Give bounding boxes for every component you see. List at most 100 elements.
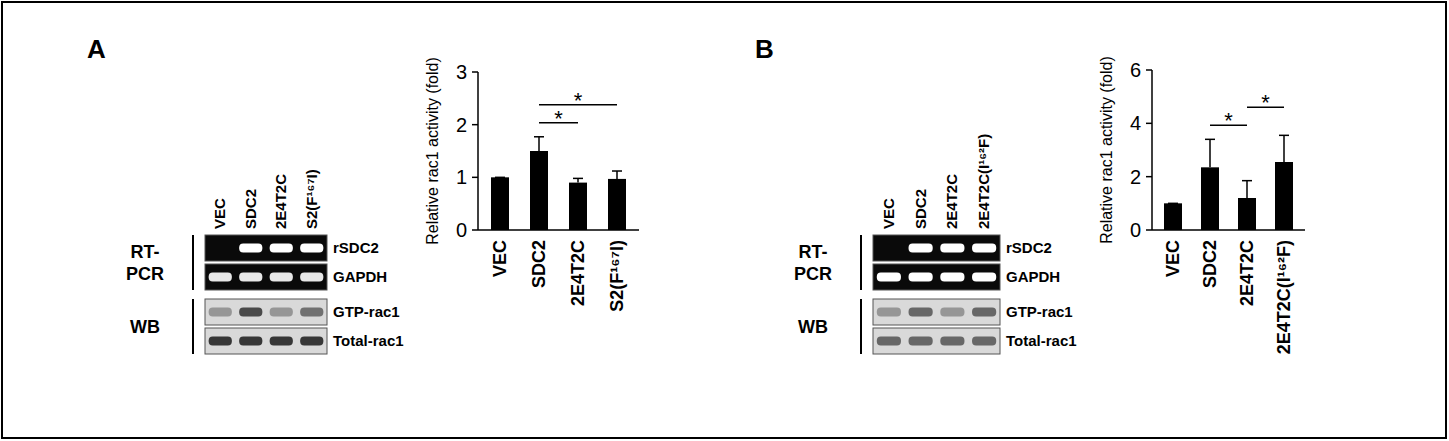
gel-strip bbox=[205, 328, 327, 354]
y-tick-label: 1 bbox=[456, 166, 467, 188]
figure: AVECSDC22E4T2CS2(F¹⁶⁷I)rSDC2GAPDHRT-PCRG… bbox=[0, 0, 1449, 441]
category-label: 2E4T2C bbox=[568, 240, 588, 306]
band bbox=[972, 244, 996, 253]
row-label: Total-rac1 bbox=[1006, 332, 1077, 349]
error-bar bbox=[1279, 135, 1289, 162]
row-label: GAPDH bbox=[1006, 268, 1060, 285]
y-tick-label: 2 bbox=[456, 114, 467, 136]
error-cap bbox=[573, 178, 583, 180]
bar bbox=[1201, 167, 1219, 230]
row-label: GTP-rac1 bbox=[333, 303, 400, 320]
band bbox=[270, 337, 293, 346]
panel-letter: B bbox=[755, 34, 774, 64]
y-axis-label: Relative rac1 activity (fold) bbox=[424, 57, 441, 245]
bar bbox=[608, 179, 626, 230]
group-label: WB bbox=[798, 317, 828, 337]
lane-label: SDC2 bbox=[912, 189, 929, 229]
band bbox=[972, 337, 996, 346]
y-axis bbox=[477, 72, 479, 230]
band bbox=[909, 244, 933, 253]
y-tick bbox=[1146, 123, 1152, 125]
band bbox=[909, 337, 933, 346]
x-axis bbox=[478, 229, 639, 231]
band bbox=[877, 337, 901, 346]
bar bbox=[1164, 203, 1182, 230]
marks bbox=[1164, 135, 1293, 230]
bar bbox=[1275, 162, 1293, 230]
band bbox=[972, 273, 996, 282]
gel-strip bbox=[205, 235, 327, 261]
error-bar bbox=[612, 171, 622, 179]
y-axis bbox=[1151, 70, 1153, 230]
group-bracket bbox=[192, 299, 194, 354]
band bbox=[239, 308, 262, 317]
figure-frame bbox=[2, 2, 1446, 438]
error-cap bbox=[534, 136, 544, 138]
error-cap bbox=[1168, 203, 1178, 205]
band bbox=[239, 337, 262, 346]
group-label: RT- bbox=[799, 242, 828, 262]
band bbox=[940, 273, 964, 282]
bar-chart: 0246Relative rac1 activity (fold)VECSDC2… bbox=[1098, 56, 1305, 354]
error-bar bbox=[1242, 181, 1252, 198]
band bbox=[300, 308, 323, 317]
error-stem bbox=[1246, 181, 1248, 198]
band bbox=[300, 244, 323, 253]
group-label: RT- bbox=[131, 242, 160, 262]
row-label: GTP-rac1 bbox=[1006, 303, 1073, 320]
band bbox=[877, 244, 901, 253]
bar bbox=[1238, 198, 1256, 230]
bar bbox=[569, 183, 587, 230]
error-cap bbox=[612, 170, 622, 172]
y-tick bbox=[1146, 176, 1152, 178]
panel-letter: A bbox=[87, 34, 106, 64]
significance-label: * bbox=[554, 106, 563, 131]
significance-label: * bbox=[574, 88, 583, 113]
gel-strip bbox=[205, 264, 327, 290]
category-label: 2E4T2C(I¹⁶²F) bbox=[1274, 240, 1294, 354]
category-label: VEC bbox=[1163, 240, 1183, 277]
y-tick-label: 0 bbox=[456, 219, 467, 241]
row-label: GAPDH bbox=[333, 268, 387, 285]
lane-label: VEC bbox=[211, 198, 228, 229]
bar bbox=[530, 151, 548, 230]
band bbox=[270, 273, 293, 282]
y-axis-label: Relative rac1 activity (fold) bbox=[1098, 56, 1115, 244]
band bbox=[239, 273, 262, 282]
gel-strip bbox=[873, 264, 1000, 290]
lane-label: SDC2 bbox=[242, 189, 259, 229]
group-bracket bbox=[192, 235, 194, 290]
band bbox=[209, 308, 232, 317]
error-cap bbox=[1205, 139, 1215, 141]
y-tick-label: 3 bbox=[456, 61, 467, 83]
gel-strip bbox=[873, 235, 1000, 261]
significance-label: * bbox=[1224, 108, 1233, 133]
error-bar bbox=[573, 178, 583, 182]
group-label: PCR bbox=[126, 264, 164, 284]
group-label: WB bbox=[130, 317, 160, 337]
error-stem bbox=[538, 137, 540, 151]
error-cap bbox=[1242, 180, 1252, 182]
group-bracket bbox=[860, 235, 862, 290]
y-tick bbox=[472, 229, 478, 231]
error-stem bbox=[1209, 139, 1211, 167]
row-label: rSDC2 bbox=[1006, 239, 1052, 256]
band bbox=[270, 244, 293, 253]
gel-strip bbox=[873, 328, 1000, 354]
category-label: 2E4T2C bbox=[1237, 240, 1257, 306]
bar bbox=[491, 177, 509, 230]
y-tick bbox=[472, 124, 478, 126]
band bbox=[300, 337, 323, 346]
band bbox=[239, 244, 262, 253]
band bbox=[909, 273, 933, 282]
gel-strip bbox=[873, 299, 1000, 325]
group-bracket bbox=[860, 299, 862, 354]
lane-label: 2E4T2C(I¹⁶²F) bbox=[975, 134, 992, 229]
blot-panel: AVECSDC22E4T2CS2(F¹⁶⁷I)rSDC2GAPDHRT-PCRG… bbox=[87, 34, 404, 354]
x-axis bbox=[1152, 229, 1305, 231]
bar-chart: 0123Relative rac1 activity (fold)VECSDC2… bbox=[424, 57, 639, 312]
error-cap bbox=[495, 177, 505, 179]
band bbox=[300, 273, 323, 282]
y-tick-label: 6 bbox=[1130, 59, 1141, 81]
y-tick bbox=[472, 177, 478, 179]
